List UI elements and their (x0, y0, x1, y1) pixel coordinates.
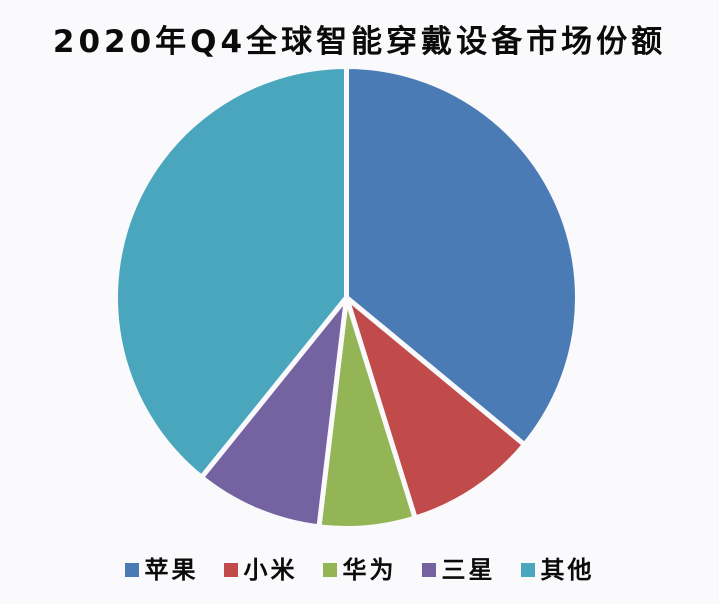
pie-slice-others (113, 64, 349, 480)
pie-slice-samsung (199, 295, 349, 530)
legend-item-samsung: 三星 (421, 556, 496, 585)
legend-item-others: 其他 (520, 556, 595, 585)
legend-item-huawei: 华为 (322, 556, 397, 585)
legend-label-xiaomi: 小米 (243, 556, 298, 584)
legend-label-samsung: 三星 (441, 556, 496, 584)
chart-title: 2020年Q4全球智能穿戴设备市场份额 (52, 24, 667, 60)
legend-label-apple: 苹果 (144, 556, 199, 584)
legend-label-huawei: 华为 (342, 556, 397, 584)
legend-label-others: 其他 (540, 556, 595, 584)
legend-swatch-huawei (322, 563, 337, 578)
legend-swatch-others (520, 563, 535, 578)
chart-legend: 苹果 小米 华为 三星 其他 (0, 556, 719, 585)
legend-item-apple: 苹果 (124, 556, 199, 585)
pie-slice-xiaomi (344, 295, 527, 521)
legend-item-xiaomi: 小米 (223, 556, 298, 585)
legend-swatch-apple (124, 563, 139, 578)
legend-swatch-samsung (421, 563, 436, 578)
legend-swatch-xiaomi (223, 563, 238, 578)
pie-slice-apple (344, 64, 580, 448)
